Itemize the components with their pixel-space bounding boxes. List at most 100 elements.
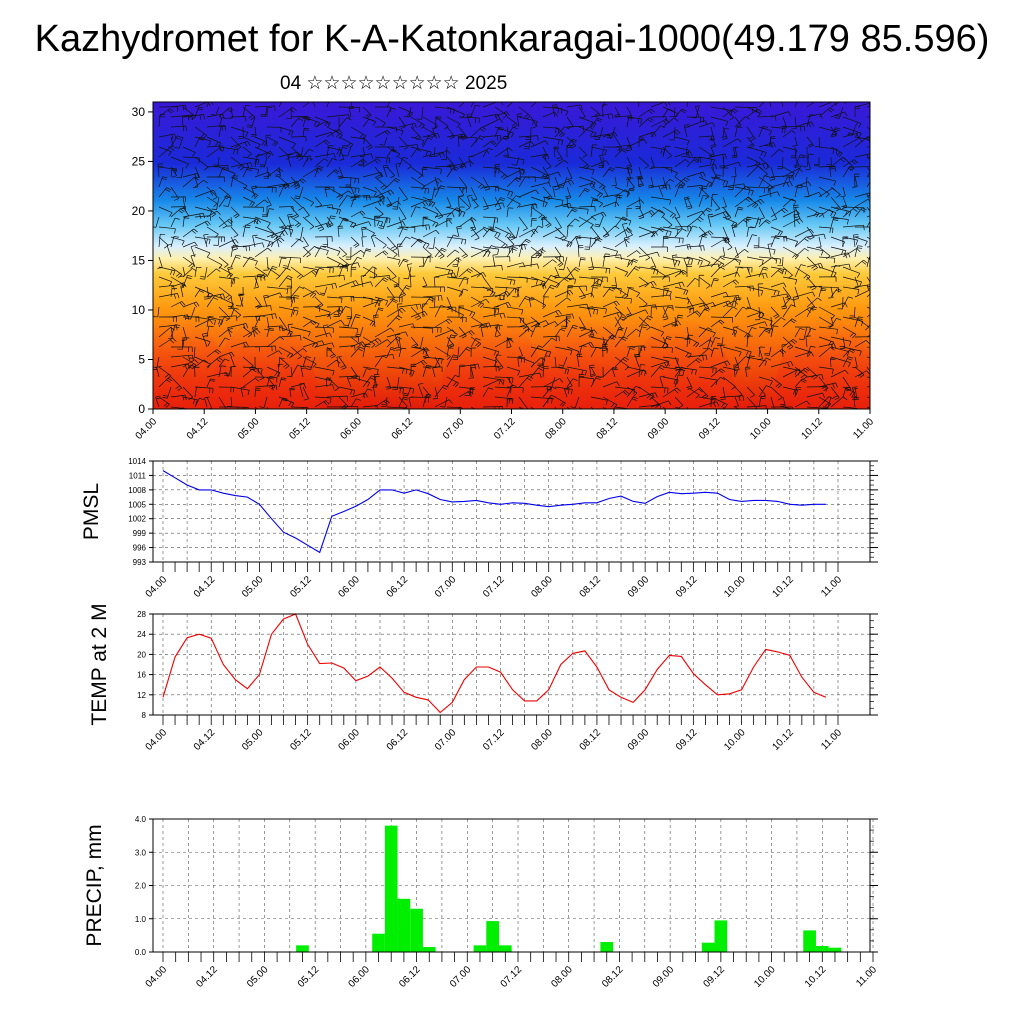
wind-barb xyxy=(830,346,850,357)
wind-barb xyxy=(392,376,400,390)
wind-barb xyxy=(446,236,467,245)
wind-barb xyxy=(326,129,343,138)
wind-barb xyxy=(158,324,178,331)
wind-barb xyxy=(854,245,863,258)
wind-barb xyxy=(746,356,767,366)
wind-barb xyxy=(614,386,636,395)
wind-barb xyxy=(325,377,332,388)
wind-barb xyxy=(266,208,275,218)
wind-barb xyxy=(626,207,632,218)
wind-barb xyxy=(206,349,221,358)
wind-barb xyxy=(614,306,627,321)
wind-barb xyxy=(350,341,366,348)
wind-barb xyxy=(793,204,799,218)
wind-barb xyxy=(650,206,666,218)
wind-barb xyxy=(590,276,608,283)
wind-barb xyxy=(182,364,196,378)
wind-barb xyxy=(595,276,604,287)
wind-barb xyxy=(746,136,755,149)
wind-barb xyxy=(590,266,611,274)
wind-barb xyxy=(218,276,236,285)
wind-barb xyxy=(470,347,477,358)
wind-barb xyxy=(206,186,218,200)
wind-barb xyxy=(422,303,428,318)
wind-barb xyxy=(446,166,459,178)
wind-barb xyxy=(290,306,299,318)
wind-barb xyxy=(650,294,672,301)
precip-bar xyxy=(701,942,715,952)
y-tick-label: 8 xyxy=(142,711,147,720)
wind-barb xyxy=(434,185,446,198)
wind-barb xyxy=(674,306,695,314)
wind-barb xyxy=(554,159,569,168)
wind-barb xyxy=(338,246,347,258)
wind-barb xyxy=(866,156,870,160)
wind-barb xyxy=(314,326,334,333)
wind-barb xyxy=(830,102,847,108)
wind-barb xyxy=(386,126,404,136)
wind-barb xyxy=(590,237,603,248)
wind-barb xyxy=(793,213,800,228)
wind-barb xyxy=(816,236,822,248)
wind-barb xyxy=(674,184,685,198)
wind-barb xyxy=(852,386,858,398)
wind-barb xyxy=(530,257,537,268)
wind-barb xyxy=(638,102,640,108)
wind-barb xyxy=(847,126,856,136)
wind-barb xyxy=(650,227,666,238)
wind-barb xyxy=(338,217,349,228)
wind-barb xyxy=(452,346,460,361)
wind-barb xyxy=(650,209,664,218)
wind-barb xyxy=(379,136,388,146)
wind-barb xyxy=(614,194,623,208)
wind-barb xyxy=(782,276,798,285)
wind-barb xyxy=(517,357,523,368)
wind-barb xyxy=(726,296,736,308)
wind-barb xyxy=(482,312,506,319)
wind-barb xyxy=(290,295,300,308)
wind-barb xyxy=(394,333,401,348)
wind-barb xyxy=(602,381,620,388)
wind-barb xyxy=(498,286,508,301)
wind-barb xyxy=(671,254,678,268)
wind-barb xyxy=(750,216,760,229)
wind-barb xyxy=(458,364,465,378)
wind-barb xyxy=(570,396,580,409)
wind-barb xyxy=(710,211,729,218)
wind-barb xyxy=(542,366,549,378)
wind-barb xyxy=(230,366,237,378)
wind-barb xyxy=(626,156,633,169)
wind-barb xyxy=(506,166,525,175)
y-tick-label: 20 xyxy=(137,650,146,659)
warm-core xyxy=(772,319,870,409)
wind-barb xyxy=(194,366,200,378)
wind-barb xyxy=(674,406,682,409)
wind-barb xyxy=(314,396,332,404)
wind-barb xyxy=(398,286,406,298)
wind-barb xyxy=(206,256,223,269)
wind-barb xyxy=(542,296,550,308)
wind-barb xyxy=(638,210,656,218)
wind-barb xyxy=(578,329,598,338)
wind-barb xyxy=(203,233,209,248)
plot-frame xyxy=(152,818,871,953)
wind-barb xyxy=(482,346,500,357)
wind-barb xyxy=(590,278,604,288)
wind-barb xyxy=(213,236,220,246)
wind-barb xyxy=(638,276,649,288)
wind-barb xyxy=(758,206,765,220)
wind-barb xyxy=(170,354,194,361)
wind-barb xyxy=(458,246,468,259)
wind-barb xyxy=(511,156,520,166)
wind-barb xyxy=(314,266,334,273)
wind-barb xyxy=(362,375,377,388)
wind-barb xyxy=(398,186,408,202)
wind-barb xyxy=(170,217,180,228)
wind-barb xyxy=(439,396,448,408)
y-tick-label: 1008 xyxy=(128,486,146,495)
wind-barb xyxy=(662,281,685,288)
wind-barb xyxy=(482,265,503,271)
wind-barb xyxy=(722,206,732,220)
wind-barb xyxy=(733,246,739,259)
wind-barb xyxy=(566,378,578,388)
